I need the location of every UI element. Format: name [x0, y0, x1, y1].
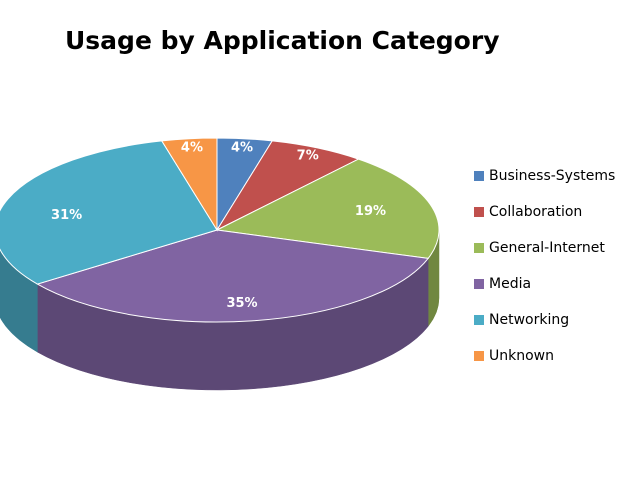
data-label: 19% [355, 204, 386, 219]
legend-label: Collaboration [489, 204, 582, 220]
legend-swatch [474, 351, 484, 361]
legend-swatch [474, 243, 484, 253]
legend-label: Unknown [489, 348, 554, 364]
data-label: 4% [181, 140, 203, 155]
legend: Business-Systems Collaboration General-Int… [474, 168, 615, 364]
legend-label: Networking [489, 312, 569, 328]
legend-label: Business-Systems [489, 168, 615, 184]
chart-title: Usage by Application Category [65, 26, 500, 55]
legend-label: General-Internet [489, 240, 605, 256]
data-label: 4% [231, 140, 253, 155]
data-label: 7% [297, 149, 319, 164]
pie-slice [215, 158, 440, 259]
pie-slice [160, 137, 218, 232]
pie-labels: 4% 7% 19% 35% 31% 4% [51, 140, 386, 311]
pie-sides [0, 229, 440, 391]
pie-slice [36, 229, 430, 323]
legend-swatch [474, 207, 484, 217]
legend-label: Media [489, 276, 531, 292]
legend-swatch [474, 279, 484, 289]
pie-tops [0, 137, 440, 323]
legend-swatch [474, 171, 484, 181]
data-label: 35% [226, 296, 257, 311]
legend-swatch [474, 315, 484, 325]
data-label: 31% [51, 208, 82, 223]
pie-slice [0, 140, 218, 285]
